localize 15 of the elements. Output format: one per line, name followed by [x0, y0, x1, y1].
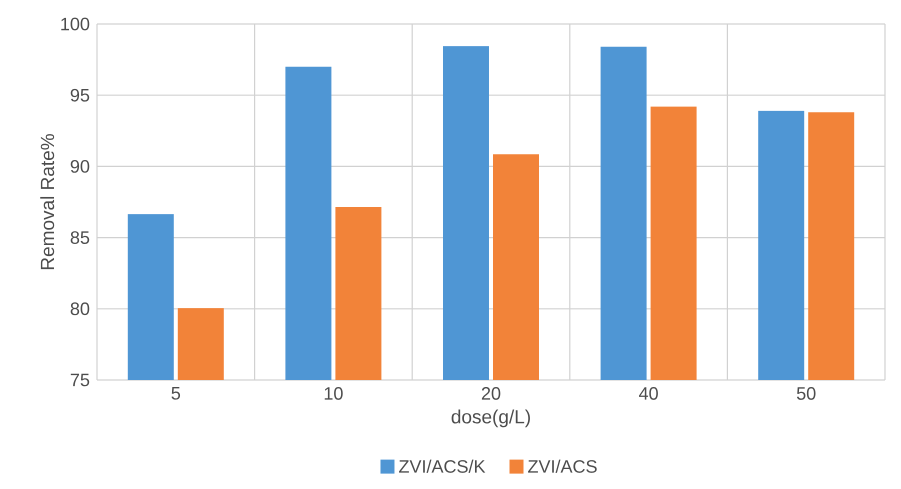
legend-label: ZVI/ACS: [528, 460, 597, 473]
x-tick-label: 20: [482, 387, 500, 400]
y-axis-title: Removal Rate%: [40, 134, 54, 270]
y-tick-label: 90: [70, 160, 90, 173]
y-tick-label: 75: [70, 374, 90, 386]
x-axis-title: dose(g/L): [452, 410, 530, 428]
y-tick-label: 95: [70, 88, 90, 102]
x-tick-label: 5: [172, 387, 180, 400]
x-tick-label: 10: [324, 387, 343, 400]
x-tick-label: 50: [796, 387, 816, 400]
legend-label: ZVI/ACS/K: [399, 460, 486, 473]
y-tick-label: 80: [70, 302, 90, 316]
x-tick-label: 40: [638, 387, 658, 400]
y-tick-label: 85: [70, 231, 90, 244]
y-tick-label: 100: [61, 18, 90, 30]
